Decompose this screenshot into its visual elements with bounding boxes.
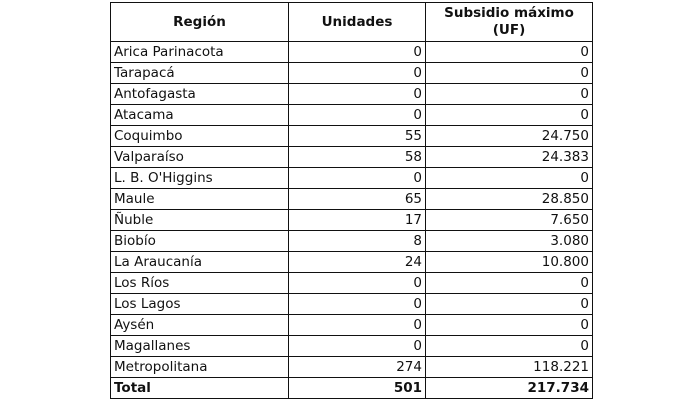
region-cell: Arica Parinacota	[110, 41, 289, 63]
total-row: Total 501 217.734	[110, 377, 593, 399]
header-max-subsidy: Subsidio máximo (UF)	[425, 2, 593, 42]
header-row: Región Unidades Subsidio máximo (UF)	[110, 2, 593, 42]
table-row: Ñuble 17 7.650	[110, 209, 593, 231]
units-cell: 0	[288, 104, 426, 126]
subsidy-cell: 0	[425, 83, 593, 105]
region-cell: Atacama	[110, 104, 289, 126]
region-cell: Coquimbo	[110, 125, 289, 147]
subsidy-cell: 0	[425, 314, 593, 336]
units-cell: 0	[288, 272, 426, 294]
region-cell: Maule	[110, 188, 289, 210]
table-row: Los Lagos 0 0	[110, 293, 593, 315]
units-cell: 0	[288, 41, 426, 63]
subsidy-cell: 0	[425, 62, 593, 84]
region-cell: Biobío	[110, 230, 289, 252]
units-cell: 65	[288, 188, 426, 210]
subsidy-cell: 217.734	[425, 377, 593, 399]
region-cell: Total	[110, 377, 289, 399]
units-cell: 0	[288, 83, 426, 105]
table-row: Biobío 8 3.080	[110, 230, 593, 252]
subsidy-cell: 3.080	[425, 230, 593, 252]
units-cell: 0	[288, 62, 426, 84]
region-cell: Aysén	[110, 314, 289, 336]
subsidy-cell: 24.750	[425, 125, 593, 147]
subsidy-cell: 0	[425, 104, 593, 126]
subsidy-cell: 0	[425, 167, 593, 189]
table-row: La Araucanía 24 10.800	[110, 251, 593, 273]
subsidy-cell: 0	[425, 272, 593, 294]
subsidy-cell: 7.650	[425, 209, 593, 231]
subsidy-cell: 10.800	[425, 251, 593, 273]
table-row: Antofagasta 0 0	[110, 83, 593, 105]
table-row: Valparaíso 58 24.383	[110, 146, 593, 168]
region-cell: Valparaíso	[110, 146, 289, 168]
units-cell: 8	[288, 230, 426, 252]
header-units: Unidades	[288, 2, 426, 42]
table-row: Metropolitana 274 118.221	[110, 356, 593, 378]
units-cell: 55	[288, 125, 426, 147]
units-cell: 17	[288, 209, 426, 231]
region-cell: Los Lagos	[110, 293, 289, 315]
subsidy-cell: 0	[425, 41, 593, 63]
region-cell: Magallanes	[110, 335, 289, 357]
subsidy-cell: 0	[425, 335, 593, 357]
region-cell: Antofagasta	[110, 83, 289, 105]
units-cell: 0	[288, 293, 426, 315]
units-cell: 0	[288, 167, 426, 189]
units-cell: 0	[288, 335, 426, 357]
table-row: Tarapacá 0 0	[110, 62, 593, 84]
units-cell: 274	[288, 356, 426, 378]
table-row: Aysén 0 0	[110, 314, 593, 336]
region-cell: L. B. O'Higgins	[110, 167, 289, 189]
units-cell: 58	[288, 146, 426, 168]
region-cell: Los Ríos	[110, 272, 289, 294]
table-row: Magallanes 0 0	[110, 335, 593, 357]
table-row: Atacama 0 0	[110, 104, 593, 126]
subsidy-cell: 28.850	[425, 188, 593, 210]
subsidy-cell: 24.383	[425, 146, 593, 168]
table-row: L. B. O'Higgins 0 0	[110, 167, 593, 189]
table-row: Maule 65 28.850	[110, 188, 593, 210]
table-row: Coquimbo 55 24.750	[110, 125, 593, 147]
region-cell: Metropolitana	[110, 356, 289, 378]
units-cell: 24	[288, 251, 426, 273]
region-cell: La Araucanía	[110, 251, 289, 273]
table-row: Los Ríos 0 0	[110, 272, 593, 294]
region-cell: Tarapacá	[110, 62, 289, 84]
subsidy-cell: 118.221	[425, 356, 593, 378]
header-region: Región	[110, 2, 289, 42]
units-cell: 501	[288, 377, 426, 399]
table-row: Arica Parinacota 0 0	[110, 41, 593, 63]
units-cell: 0	[288, 314, 426, 336]
region-cell: Ñuble	[110, 209, 289, 231]
subsidy-cell: 0	[425, 293, 593, 315]
subsidy-table: Región Unidades Subsidio máximo (UF) Ari…	[110, 2, 593, 399]
